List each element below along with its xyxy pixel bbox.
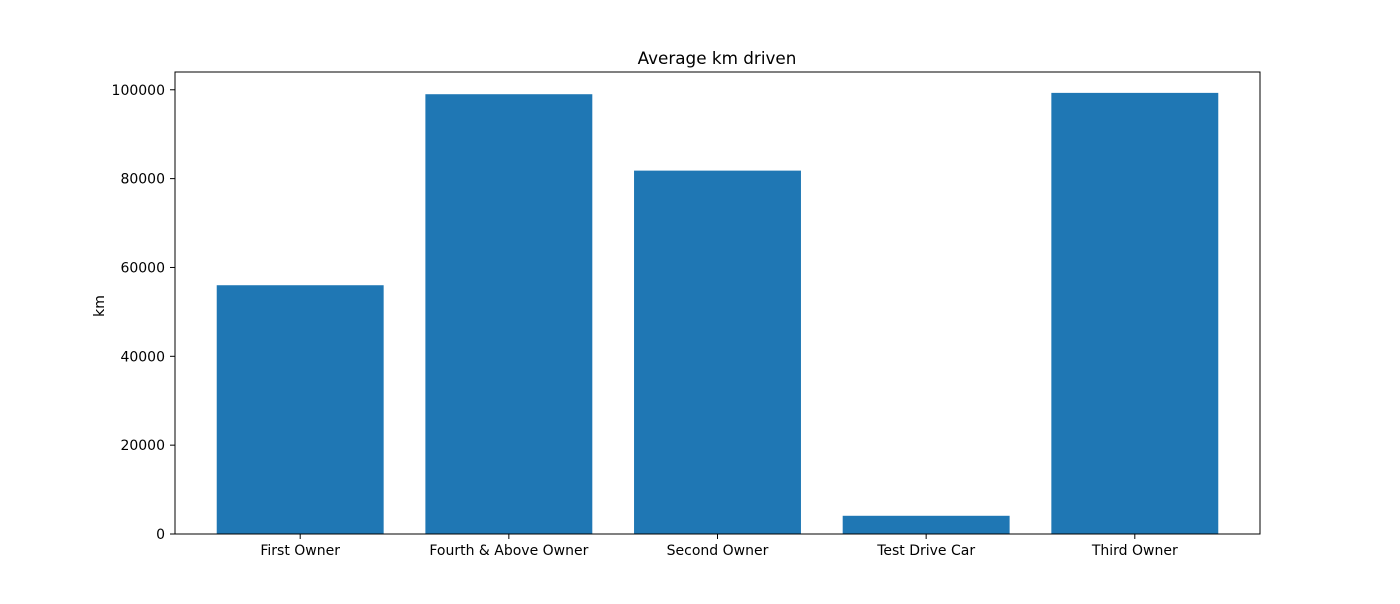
x-axis-ticks: First Owner Fourth & Above Owner Second Ow… <box>260 534 1178 559</box>
x-tick-label: Second Owner <box>667 543 769 559</box>
bar-4 <box>1051 92 1219 534</box>
x-tick-label: Fourth & Above Owner <box>429 543 588 559</box>
y-tick-label: 20000 <box>120 438 165 454</box>
plot-frame <box>174 71 1261 535</box>
y-tick-label: 0 <box>156 527 165 543</box>
y-tick-label: 80000 <box>120 172 165 188</box>
bars-group <box>216 92 1219 534</box>
x-tick-label: Test Drive Car <box>876 543 975 559</box>
bar-2 <box>634 170 801 534</box>
bar-3 <box>842 515 1010 534</box>
chart-title: Average km driven <box>638 48 797 68</box>
x-tick-label: Third Owner <box>1091 543 1178 559</box>
bar-1 <box>425 94 593 534</box>
y-axis-ticks: 0 20000 40000 60000 80000 100000 <box>112 83 175 543</box>
bar-0 <box>216 285 384 534</box>
y-tick-label: 60000 <box>120 260 165 276</box>
x-tick-label: First Owner <box>260 543 340 559</box>
y-axis-label: km <box>92 295 108 317</box>
y-tick-label: 40000 <box>120 349 165 365</box>
y-tick-label: 100000 <box>112 83 165 99</box>
